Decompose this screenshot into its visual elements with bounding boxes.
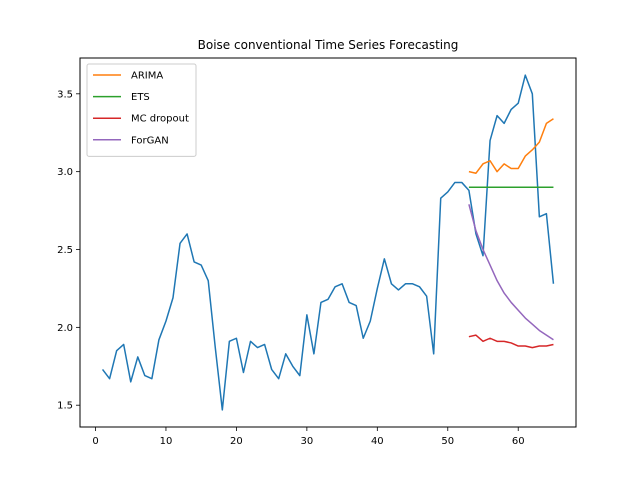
x-tick-label: 60 [512, 436, 525, 447]
legend-label: ETS [131, 92, 150, 103]
plot-lines [101, 74, 555, 411]
series-line-forgan [468, 204, 554, 341]
legend: ARIMA ETS MC dropout ForGAN [86, 63, 197, 157]
legend-label: ARIMA [131, 71, 163, 82]
y-tick-label: 2.5 [57, 245, 73, 256]
x-tick-label: 40 [371, 436, 384, 447]
x-tick-label: 0 [92, 436, 98, 447]
y-tick-label: 3.5 [57, 89, 73, 100]
axes-frame [79, 57, 577, 428]
y-tick-label: 2.0 [57, 323, 73, 334]
y-tick-label: 1.5 [57, 401, 73, 412]
series-line-actual [101, 74, 555, 411]
series-line-mc-dropout [468, 334, 554, 349]
chart-title: Boise conventional Time Series Forecasti… [198, 38, 459, 52]
x-tick-label: 50 [441, 436, 454, 447]
axes-ticks: 0 10 20 30 40 50 60 1.5 2.0 2.5 3.0 3.5 [57, 89, 525, 447]
x-tick-label: 10 [160, 436, 173, 447]
x-tick-label: 30 [300, 436, 313, 447]
legend-label: ForGAN [131, 135, 169, 146]
legend-box [86, 63, 197, 157]
y-tick-label: 3.0 [57, 167, 73, 178]
legend-label: MC dropout [131, 114, 189, 125]
series-line-arima [468, 118, 554, 174]
x-tick-label: 20 [230, 436, 243, 447]
